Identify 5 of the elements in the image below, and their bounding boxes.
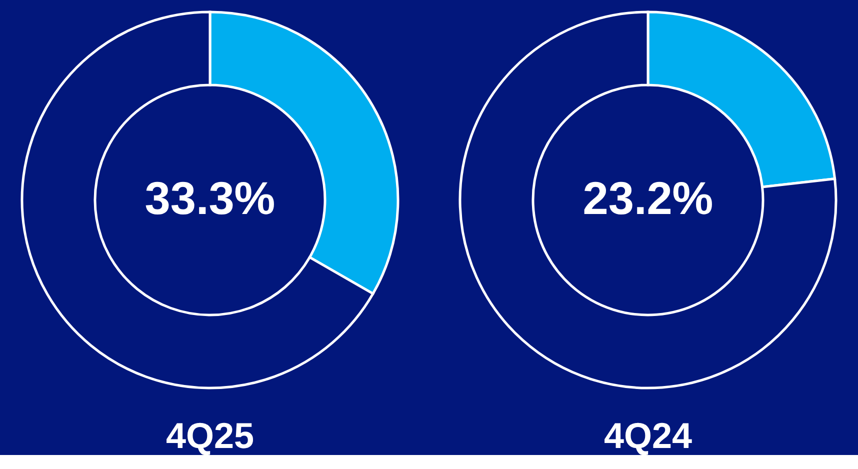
data-label: 33.3% bbox=[144, 172, 276, 224]
donut-slice bbox=[458, 10, 838, 390]
text: 4Q25 bbox=[166, 415, 254, 456]
text: 4Q24 bbox=[604, 415, 692, 456]
data-label: 23.2% bbox=[582, 172, 714, 224]
